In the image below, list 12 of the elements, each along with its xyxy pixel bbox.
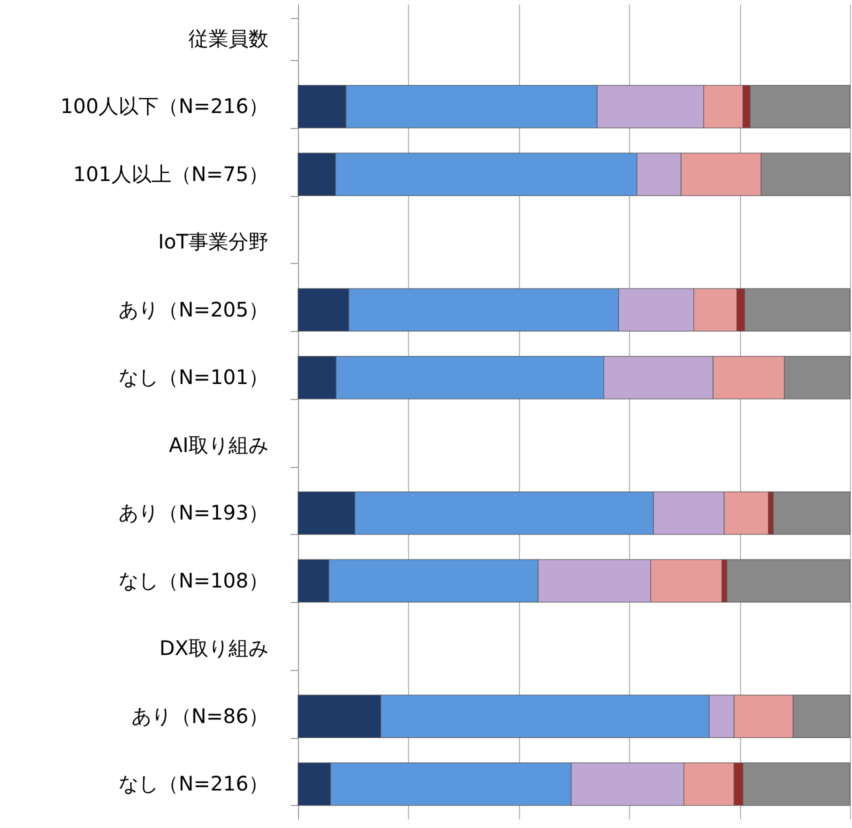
y-tick-label: AI取り組み [168,432,268,457]
y-tick-label: あり（N=205） [118,297,268,322]
y-tick-label: なし（N=216） [118,772,268,796]
y-tick-label: なし（N=108） [118,568,268,592]
y-tick-label: 従業員数 [188,26,268,50]
y-tick-label: なし（N=101） [118,365,268,390]
y-tick-label: 101人以上（N=75） [73,162,268,186]
y-tick-label: IoT事業分野 [158,230,268,254]
y-tick-label: あり（N=86） [131,704,268,728]
y-tick-label: あり（N=193） [118,500,268,525]
y-tick-label: 100人以下（N=216） [60,94,268,118]
y-tick-label: DX取り組み [159,636,268,660]
